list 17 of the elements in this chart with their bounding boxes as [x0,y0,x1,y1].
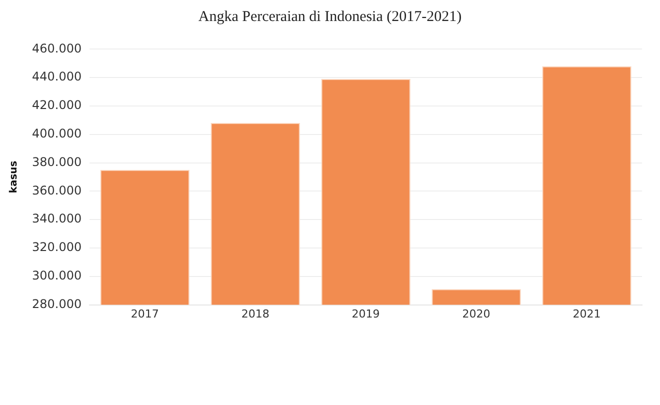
y-tick-label: 320.000 [32,240,82,254]
chart-title: Angka Perceraian di Indonesia (2017-2021) [197,8,463,27]
x-tick-label: 2019 [352,307,380,320]
y-tick-label: 440.000 [32,70,82,84]
y-tick-label: 300.000 [32,268,82,283]
y-tick-label: 400.000 [32,126,82,141]
y-tick-label: 380.000 [32,154,82,169]
y-axis-title: kasus [8,160,20,194]
x-tick-label: 2021 [572,307,601,320]
x-tick-label: 2020 [462,307,490,320]
y-tick-label: 420.000 [32,98,82,112]
y-tick-label: 360.000 [32,183,82,198]
y-tick-label: 460.000 [32,41,82,56]
x-tick-label: 2017 [130,307,159,320]
y-tick-label: 340.000 [32,212,82,226]
x-tick-label: 2018 [241,307,270,320]
y-tick-label: 280.000 [32,296,82,311]
